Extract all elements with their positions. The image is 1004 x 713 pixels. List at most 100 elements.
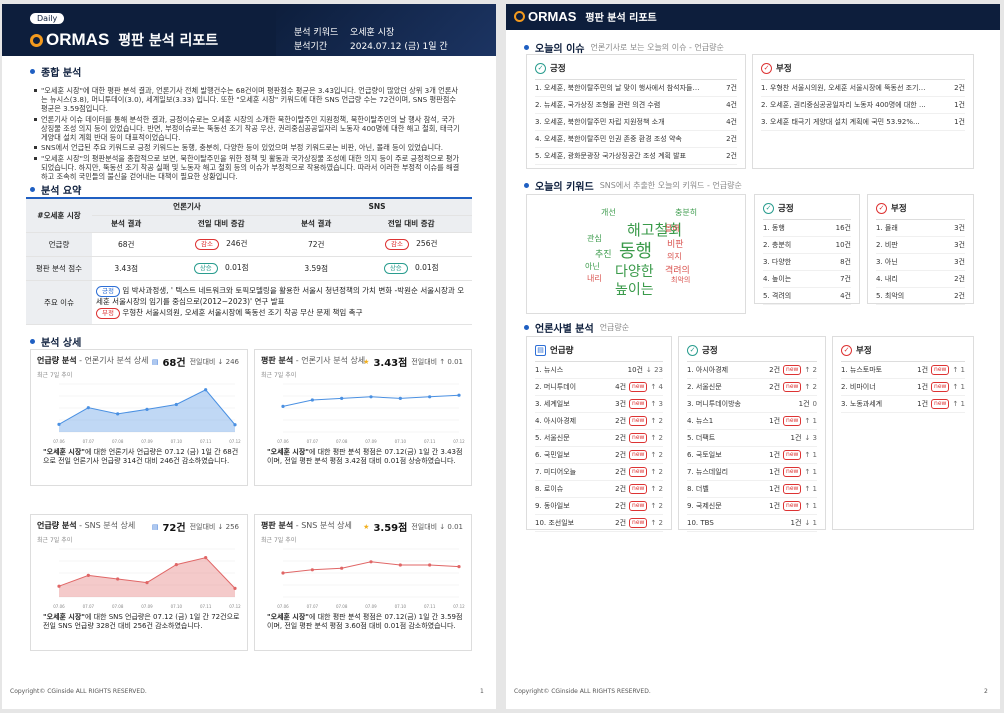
data-point — [369, 395, 373, 399]
summary-heading: 분석 요약 — [30, 182, 81, 197]
list-item: 2. 충분히 10건 — [763, 237, 851, 254]
new-badge: new — [629, 518, 648, 528]
data-point — [428, 395, 432, 399]
media-heading: 언론사별 분석 언급량순 — [524, 320, 629, 335]
data-point — [174, 563, 178, 567]
logo-ring-icon — [514, 11, 525, 22]
cloud-word: 높이는 — [615, 282, 654, 298]
list-item: 4. 높이는 7건 — [763, 271, 851, 288]
check-circle-icon: ✓ — [687, 344, 698, 356]
list-item: 3. 아닌 3건 — [876, 254, 965, 271]
daily-badge: Daily — [30, 13, 65, 24]
data-point — [116, 412, 120, 416]
x-tick-label: 07.11 — [424, 439, 436, 444]
list-item: 1. 뉴시스 10건 ↓ 23 — [535, 362, 663, 379]
x-tick-label: 07.11 — [200, 604, 212, 609]
increase-badge: 상승 — [193, 263, 218, 274]
list-item: 7. 미디어오늘 2건 new ↑ 2 — [535, 464, 663, 481]
new-badge: new — [783, 382, 802, 392]
cloud-word: 개선 — [601, 208, 616, 217]
list-item: 2. 오세훈, 권리중심공공일자리 노동자 400명에 대한 ... 1건 — [761, 97, 965, 114]
decrease-badge: 감소 — [385, 239, 409, 250]
data-point — [310, 398, 314, 402]
list-item: 1. 우형찬 서울시의원, 오세훈 서울시장에 뚝동선 조기 ... 2건 — [761, 80, 965, 97]
period-info: 분석기간 2024.07.12 (금) 1일 간 — [294, 42, 448, 52]
keyword-heading: 오늘의 키워드 SNS에서 추출한 오늘의 키워드 - 언급량순 — [524, 178, 742, 193]
x-tick-label: 07.07 — [83, 439, 95, 444]
cloud-word: 내리 — [587, 274, 602, 283]
data-point — [145, 407, 149, 411]
footer-copyright: Copyright© CGinside ALL RIGHTS RESERVED. — [514, 688, 651, 695]
data-point — [428, 563, 432, 567]
data-point — [398, 563, 402, 567]
list-item: 1. 동행 16건 — [763, 220, 851, 237]
data-point — [145, 581, 149, 585]
positive-keyword-box: ✓ 긍정 1. 동행 16건 2. 충분히 10건 3. 다양한 8건 4. 높이는 7건 5. … — [754, 194, 860, 305]
data-point — [204, 388, 208, 392]
data-point — [86, 406, 90, 410]
new-badge: new — [629, 450, 648, 460]
x-tick-label: 07.12 — [229, 604, 241, 609]
data-point — [340, 566, 344, 570]
list-item: 1. 아시아경제 2건 new ↑ 2 — [687, 362, 817, 379]
cloud-word: 격려의 — [665, 266, 690, 276]
new-badge: new — [629, 501, 648, 511]
list-item: 9. 국제신문 1건 new ↑ 1 — [687, 498, 817, 515]
chart-card: 언급량 분석 - 언론기사 분석 상세 ▤ 68건 전일대비 ↓ 246 최근 7일… — [30, 349, 248, 486]
data-point — [233, 423, 237, 427]
new-badge: new — [629, 382, 648, 392]
data-point — [57, 422, 61, 426]
x-tick-label: 07.10 — [171, 604, 183, 609]
x-tick-label: 07.06 — [277, 604, 289, 609]
data-point — [398, 396, 402, 400]
series-area — [59, 557, 235, 597]
ormas-logo: ORMAS 평판 분석 리포트 — [514, 9, 657, 24]
x-tick-label: 07.10 — [395, 604, 407, 609]
cloud-word: 몰래 — [665, 224, 680, 233]
report-header: Daily ORMAS 평판 분석 리포트 분석 키워드 오세훈 시장 분석기간 2… — [2, 4, 496, 56]
data-point — [174, 402, 178, 407]
media-mentions-box: ▤ 언급량 1. 뉴시스 10건 ↓ 23 2. 머니투데이 4건 new ↑ 4 3. 세계일… — [526, 336, 672, 532]
list-item: 6. 국민일보 2건 new ↑ 2 — [535, 447, 663, 464]
keyword-info: 분석 키워드 오세훈 시장 — [294, 28, 395, 38]
negative-check-icon: ✓ — [876, 202, 887, 214]
logo-ring-icon — [30, 33, 43, 47]
new-badge: new — [783, 450, 802, 460]
cloud-word: 다양한 — [615, 264, 654, 280]
cloud-word: 추진 — [595, 250, 612, 260]
data-point — [116, 577, 120, 581]
x-tick-label: 07.09 — [365, 439, 377, 444]
star-icon: ★ — [363, 522, 370, 531]
list-item: 9. 동아일보 2건 new ↑ 2 — [535, 498, 663, 515]
x-tick-label: 07.08 — [336, 604, 348, 609]
cloud-word: 비판 — [667, 240, 684, 250]
new-badge: new — [629, 467, 648, 477]
sns-mentions-chart: 07.06 07.07 07.08 07.09 07.10 07.11 07.12 — [53, 548, 241, 609]
list-item: 2. 비판 3건 — [876, 237, 965, 254]
x-tick-label: 07.12 — [453, 439, 465, 444]
detail-heading: 분석 상세 — [30, 334, 81, 349]
news-mentions-chart: 07.06 07.07 07.08 07.09 07.10 07.11 07.12 — [53, 383, 241, 444]
data-point — [57, 584, 61, 588]
list-item: 3. 오세훈 태극기 게양대 설치 계획에 국민 53.92%... 1건 — [761, 114, 965, 131]
report-page-1: Daily ORMAS 평판 분석 리포트 분석 키워드 오세훈 시장 분석기간 2… — [2, 4, 496, 709]
new-badge: new — [629, 399, 648, 409]
data-point — [233, 586, 237, 590]
cloud-word: 충분히 — [675, 208, 698, 217]
list-item: 6. 국토일보 1건 new ↑ 1 — [687, 447, 817, 464]
x-tick-label: 07.10 — [395, 439, 407, 444]
list-item: 1. 몰래 3건 — [876, 220, 965, 237]
overview-text: "오세훈 시장"에 대한 평판 분석 결과, 언론기사 전체 발행건수는 68건… — [34, 86, 460, 182]
sns-score-chart: 07.06 07.07 07.08 07.09 07.10 07.11 07.12 — [277, 548, 465, 609]
page-number: 2 — [984, 688, 988, 695]
data-point — [281, 571, 285, 575]
chat-icon: ▤ — [535, 344, 546, 356]
list-item: 3. 오세훈, 북한이탈주민 자립 지원정책 소개 4건 — [535, 114, 737, 131]
list-item: 5. 오세훈, 광화문광장 국가상징공간 조성 계획 발표 2건 — [535, 148, 737, 165]
list-item: 1. 오세훈, 북한이탈주민의 날 맞이 행사에서 참석자들과... 7건 — [535, 80, 737, 97]
footer-copyright: Copyright© CGinside ALL RIGHTS RESERVED. — [10, 688, 147, 695]
page-number: 1 — [480, 688, 484, 695]
x-tick-label: 07.08 — [336, 439, 348, 444]
x-tick-label: 07.07 — [83, 604, 95, 609]
x-tick-label: 07.06 — [53, 439, 65, 444]
